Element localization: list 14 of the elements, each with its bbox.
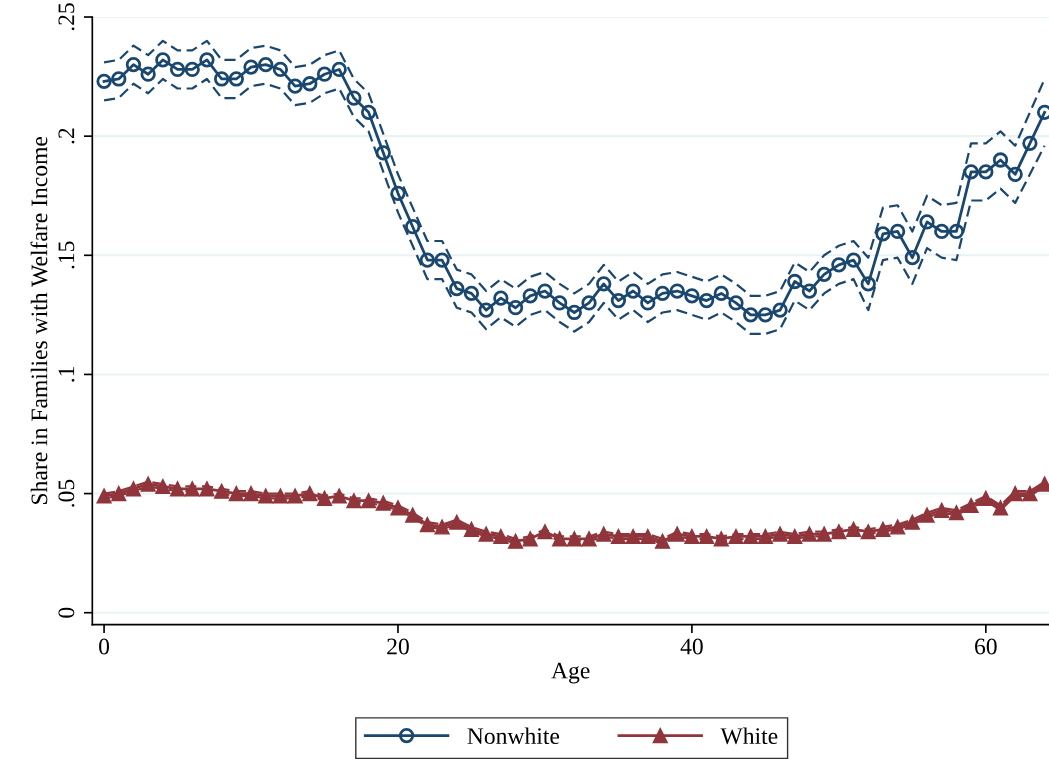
y-tick-label: 0	[58, 607, 75, 618]
y-tick-label: .15	[58, 241, 75, 269]
legend-label: Nonwhite	[467, 727, 560, 745]
y-axis-title: Share in Families with Welfare Income	[30, 136, 48, 504]
y-tick-label: .25	[58, 3, 75, 31]
y-tick-label: .05	[58, 479, 75, 507]
y-tick-label: .1	[58, 367, 75, 382]
x-axis-title: Age	[551, 662, 590, 684]
y-tick-label: .2	[58, 128, 75, 144]
x-tick-label: 40	[680, 638, 703, 655]
x-tick-label: 0	[99, 638, 110, 655]
legend-label: White	[720, 727, 778, 745]
x-tick-label: 60	[975, 638, 997, 655]
x-tick-label: 20	[387, 638, 409, 655]
